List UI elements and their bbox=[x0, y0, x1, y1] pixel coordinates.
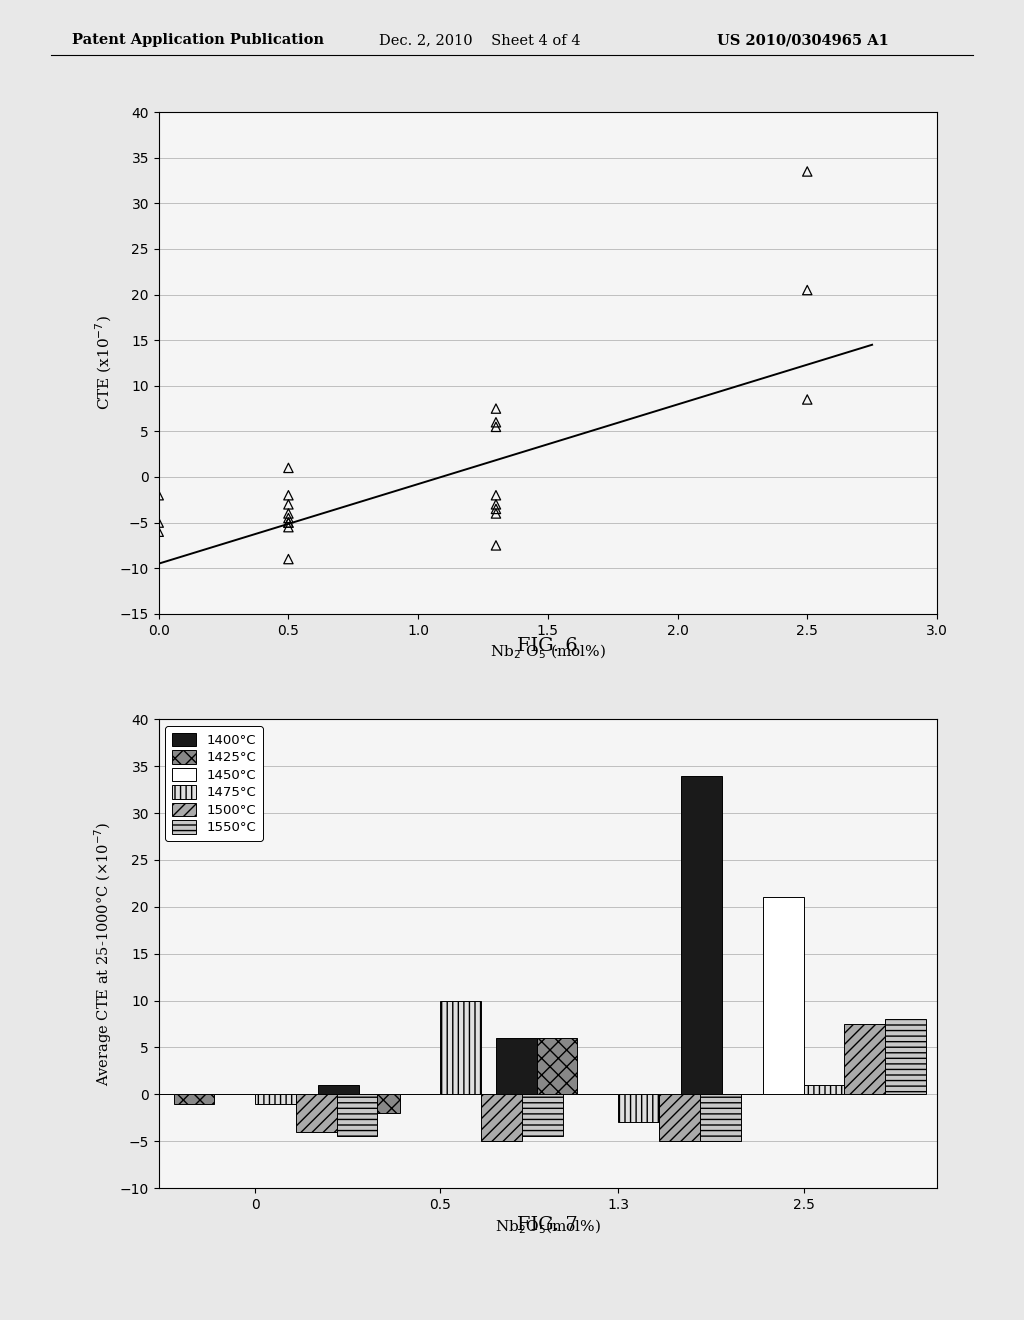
X-axis label: Nb$_2$O$_5$(mol%): Nb$_2$O$_5$(mol%) bbox=[495, 1217, 601, 1236]
Bar bbox=[763, 898, 804, 1094]
Bar bbox=[440, 1001, 481, 1094]
Point bbox=[281, 507, 297, 528]
Bar bbox=[681, 776, 722, 1094]
Point bbox=[487, 416, 504, 437]
Bar bbox=[699, 1094, 740, 1140]
Text: Patent Application Publication: Patent Application Publication bbox=[72, 33, 324, 48]
Bar bbox=[337, 1094, 378, 1137]
Bar bbox=[358, 1094, 399, 1113]
Bar bbox=[496, 1038, 537, 1094]
Bar bbox=[522, 1094, 562, 1137]
Point bbox=[281, 549, 297, 570]
Bar bbox=[255, 1094, 296, 1104]
Legend: 1400°C, 1425°C, 1450°C, 1475°C, 1500°C, 1550°C: 1400°C, 1425°C, 1450°C, 1475°C, 1500°C, … bbox=[165, 726, 262, 841]
Point bbox=[281, 512, 297, 533]
Bar bbox=[173, 1094, 214, 1104]
Point bbox=[487, 503, 504, 524]
Point bbox=[799, 389, 815, 411]
Point bbox=[487, 499, 504, 520]
Bar bbox=[845, 1024, 885, 1094]
Point bbox=[281, 484, 297, 506]
Text: Dec. 2, 2010    Sheet 4 of 4: Dec. 2, 2010 Sheet 4 of 4 bbox=[379, 33, 581, 48]
Point bbox=[281, 516, 297, 537]
Point bbox=[151, 521, 167, 543]
Y-axis label: CTE (x10$^{-7}$): CTE (x10$^{-7}$) bbox=[94, 315, 115, 411]
Point bbox=[799, 280, 815, 301]
Text: US 2010/0304965 A1: US 2010/0304965 A1 bbox=[717, 33, 889, 48]
Bar bbox=[537, 1038, 578, 1094]
Point bbox=[487, 494, 504, 515]
Bar bbox=[318, 1085, 358, 1094]
Bar bbox=[618, 1094, 659, 1122]
Y-axis label: Average CTE at 25-1000°C (×10$^{-7}$): Average CTE at 25-1000°C (×10$^{-7}$) bbox=[92, 821, 115, 1086]
Point bbox=[151, 512, 167, 533]
Point bbox=[281, 457, 297, 478]
Point bbox=[487, 412, 504, 433]
Bar bbox=[804, 1085, 845, 1094]
Bar bbox=[296, 1094, 337, 1131]
Point bbox=[281, 503, 297, 524]
Point bbox=[487, 484, 504, 506]
Point bbox=[281, 512, 297, 533]
Text: FIG. 6: FIG. 6 bbox=[517, 636, 579, 655]
Bar bbox=[481, 1094, 522, 1140]
Point bbox=[487, 399, 504, 420]
X-axis label: Nb$_2$ O$_5$ (mol%): Nb$_2$ O$_5$ (mol%) bbox=[489, 643, 606, 661]
Point bbox=[799, 161, 815, 182]
Bar bbox=[659, 1094, 699, 1140]
Point bbox=[281, 494, 297, 515]
Point bbox=[151, 484, 167, 506]
Point bbox=[487, 535, 504, 556]
Text: FIG. 7: FIG. 7 bbox=[517, 1216, 579, 1234]
Bar bbox=[885, 1019, 926, 1094]
